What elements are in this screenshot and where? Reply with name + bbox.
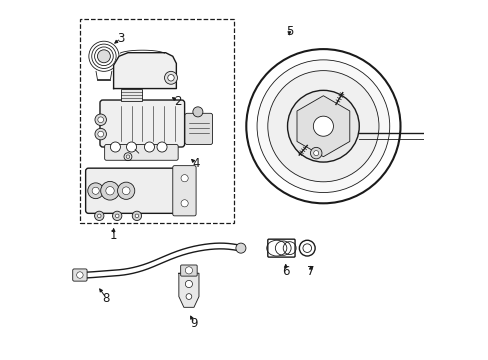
- FancyBboxPatch shape: [172, 166, 196, 216]
- Text: 7: 7: [306, 265, 314, 278]
- Circle shape: [126, 142, 136, 152]
- Circle shape: [313, 116, 333, 136]
- Circle shape: [115, 214, 119, 218]
- Circle shape: [144, 142, 154, 152]
- Circle shape: [105, 186, 114, 195]
- Bar: [80, 19, 233, 223]
- FancyBboxPatch shape: [104, 144, 178, 160]
- Text: 4: 4: [192, 157, 200, 170]
- Bar: [121, 89, 142, 101]
- Circle shape: [95, 114, 106, 126]
- FancyBboxPatch shape: [184, 113, 212, 144]
- Circle shape: [117, 182, 135, 199]
- Polygon shape: [179, 273, 199, 307]
- Circle shape: [192, 107, 203, 117]
- Circle shape: [135, 214, 139, 218]
- FancyBboxPatch shape: [73, 269, 87, 281]
- Circle shape: [185, 280, 192, 288]
- Circle shape: [310, 147, 321, 159]
- Circle shape: [181, 175, 188, 182]
- Circle shape: [157, 142, 167, 152]
- Circle shape: [257, 60, 389, 193]
- Circle shape: [181, 200, 188, 207]
- Circle shape: [94, 211, 104, 221]
- Text: 5: 5: [285, 25, 292, 38]
- Text: 8: 8: [102, 292, 110, 305]
- FancyBboxPatch shape: [85, 168, 186, 213]
- Circle shape: [112, 211, 122, 221]
- Circle shape: [287, 90, 359, 162]
- Circle shape: [167, 75, 174, 81]
- Circle shape: [235, 243, 245, 253]
- Circle shape: [97, 50, 110, 63]
- Circle shape: [132, 211, 142, 221]
- Circle shape: [95, 129, 106, 140]
- FancyBboxPatch shape: [100, 100, 184, 147]
- Circle shape: [92, 187, 99, 194]
- Circle shape: [98, 117, 103, 123]
- Circle shape: [164, 71, 177, 84]
- Circle shape: [101, 181, 119, 200]
- Text: 6: 6: [282, 265, 289, 278]
- Circle shape: [97, 214, 101, 218]
- Polygon shape: [113, 53, 176, 89]
- Circle shape: [122, 187, 130, 195]
- Circle shape: [185, 267, 192, 274]
- Circle shape: [110, 142, 120, 152]
- Circle shape: [428, 134, 434, 138]
- Text: 2: 2: [174, 95, 182, 108]
- Text: 9: 9: [190, 317, 198, 330]
- Circle shape: [77, 272, 83, 278]
- Polygon shape: [296, 96, 349, 157]
- Text: 3: 3: [117, 32, 124, 45]
- Circle shape: [98, 131, 103, 137]
- Circle shape: [185, 294, 191, 300]
- Circle shape: [88, 183, 103, 199]
- Text: 1: 1: [110, 229, 117, 242]
- Circle shape: [267, 71, 378, 182]
- FancyBboxPatch shape: [180, 265, 197, 276]
- Circle shape: [313, 150, 318, 156]
